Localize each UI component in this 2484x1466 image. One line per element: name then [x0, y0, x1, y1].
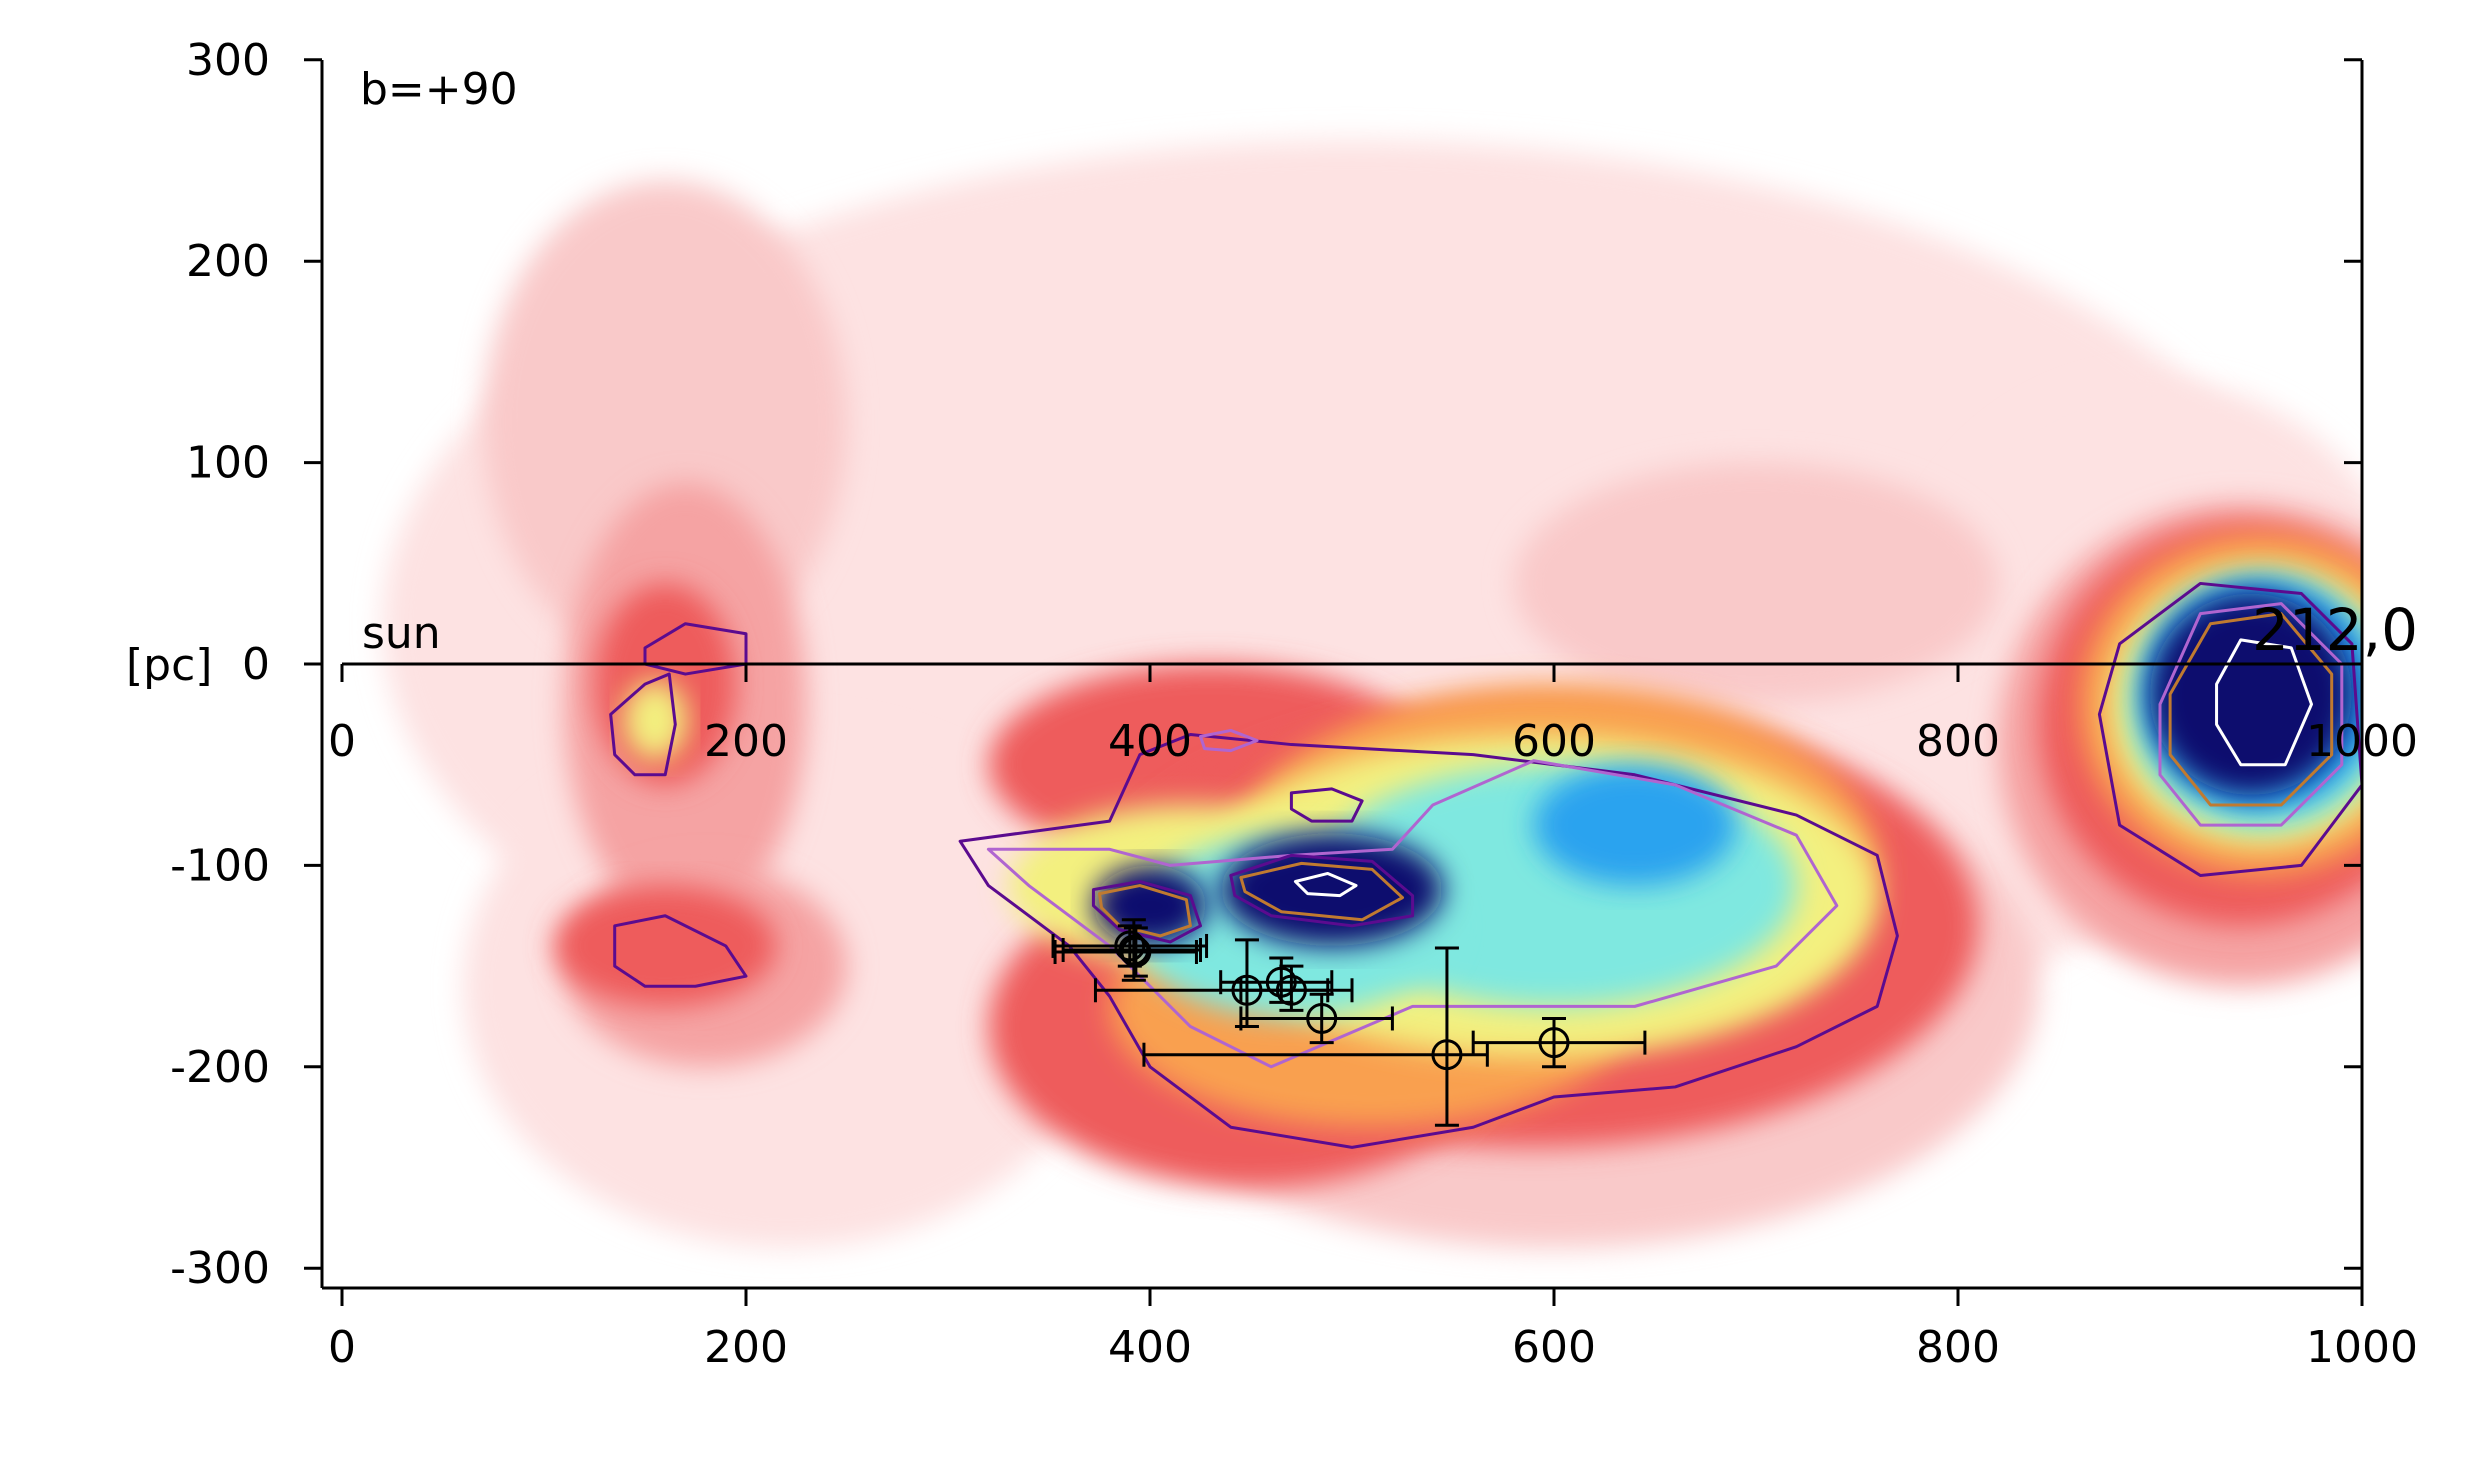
sun-line-tick-label-2: 400 — [1108, 716, 1192, 767]
x-tick-label-1: 200 — [704, 1322, 788, 1373]
density-blob-4 — [1513, 462, 1999, 705]
data-point-8 — [1471, 1016, 1647, 1069]
y-axis-label: [pc] — [126, 640, 212, 691]
y-tick-label-5: -200 — [170, 1042, 270, 1093]
contour-12 — [1239, 861, 1404, 922]
contour-6 — [609, 672, 677, 777]
contour-15 — [1199, 728, 1259, 753]
y-tick-label-1: 200 — [186, 236, 270, 287]
contour-5 — [2215, 638, 2313, 767]
y-tick-label-0: 300 — [186, 35, 270, 86]
contour-11 — [1229, 853, 1415, 928]
data-point-5 — [1239, 964, 1354, 1012]
x-tick-label-0: 0 — [328, 1322, 356, 1373]
y-tick-label-3: 0 — [242, 639, 270, 690]
density-blob-25 — [1533, 764, 1736, 886]
density-blob-20 — [622, 680, 688, 761]
density-contours — [609, 581, 2362, 1149]
annotation-direction: 212,0 — [2252, 596, 2418, 664]
density-blob-27 — [1220, 833, 1443, 946]
axes: 0020020040040060060080080010001000300200… — [170, 35, 2418, 1373]
contour-2 — [2097, 581, 2362, 877]
x-tick-label-2: 400 — [1108, 1322, 1192, 1373]
contour-8 — [613, 914, 748, 988]
contour-14 — [1289, 787, 1364, 823]
y-tick-label-6: -300 — [170, 1243, 270, 1294]
density-blob-13 — [554, 885, 777, 1007]
contour-3 — [2158, 602, 2344, 827]
y-tick-label-2: 100 — [186, 438, 270, 489]
sun-line-tick-label-3: 600 — [1512, 716, 1596, 767]
y-tick-label-4: -100 — [170, 840, 270, 891]
x-tick-label-5: 1000 — [2306, 1322, 2418, 1373]
annotation-sun: sun — [362, 608, 441, 659]
sun-line-tick-label-5: 1000 — [2306, 716, 2418, 767]
contour-0 — [958, 732, 1899, 1149]
contour-10 — [1098, 884, 1192, 938]
contour-13 — [1293, 871, 1358, 898]
contour-4 — [2168, 612, 2334, 807]
data-point-0 — [1051, 924, 1209, 968]
data-point-6 — [1239, 992, 1394, 1045]
sun-line-tick-label-0: 0 — [328, 716, 356, 767]
sun-line-tick-label-1: 200 — [704, 716, 788, 767]
data-points — [1051, 918, 1647, 1127]
data-point-2 — [1061, 918, 1202, 982]
contour-1 — [986, 759, 1839, 1069]
sun-line-tick-label-4: 800 — [1916, 716, 2000, 767]
x-tick-label-4: 800 — [1916, 1322, 2000, 1373]
x-tick-label-3: 600 — [1512, 1322, 1596, 1373]
contour-9 — [1091, 880, 1202, 944]
annotation-view: b=+90 — [360, 64, 518, 115]
data-point-7 — [1142, 946, 1489, 1127]
